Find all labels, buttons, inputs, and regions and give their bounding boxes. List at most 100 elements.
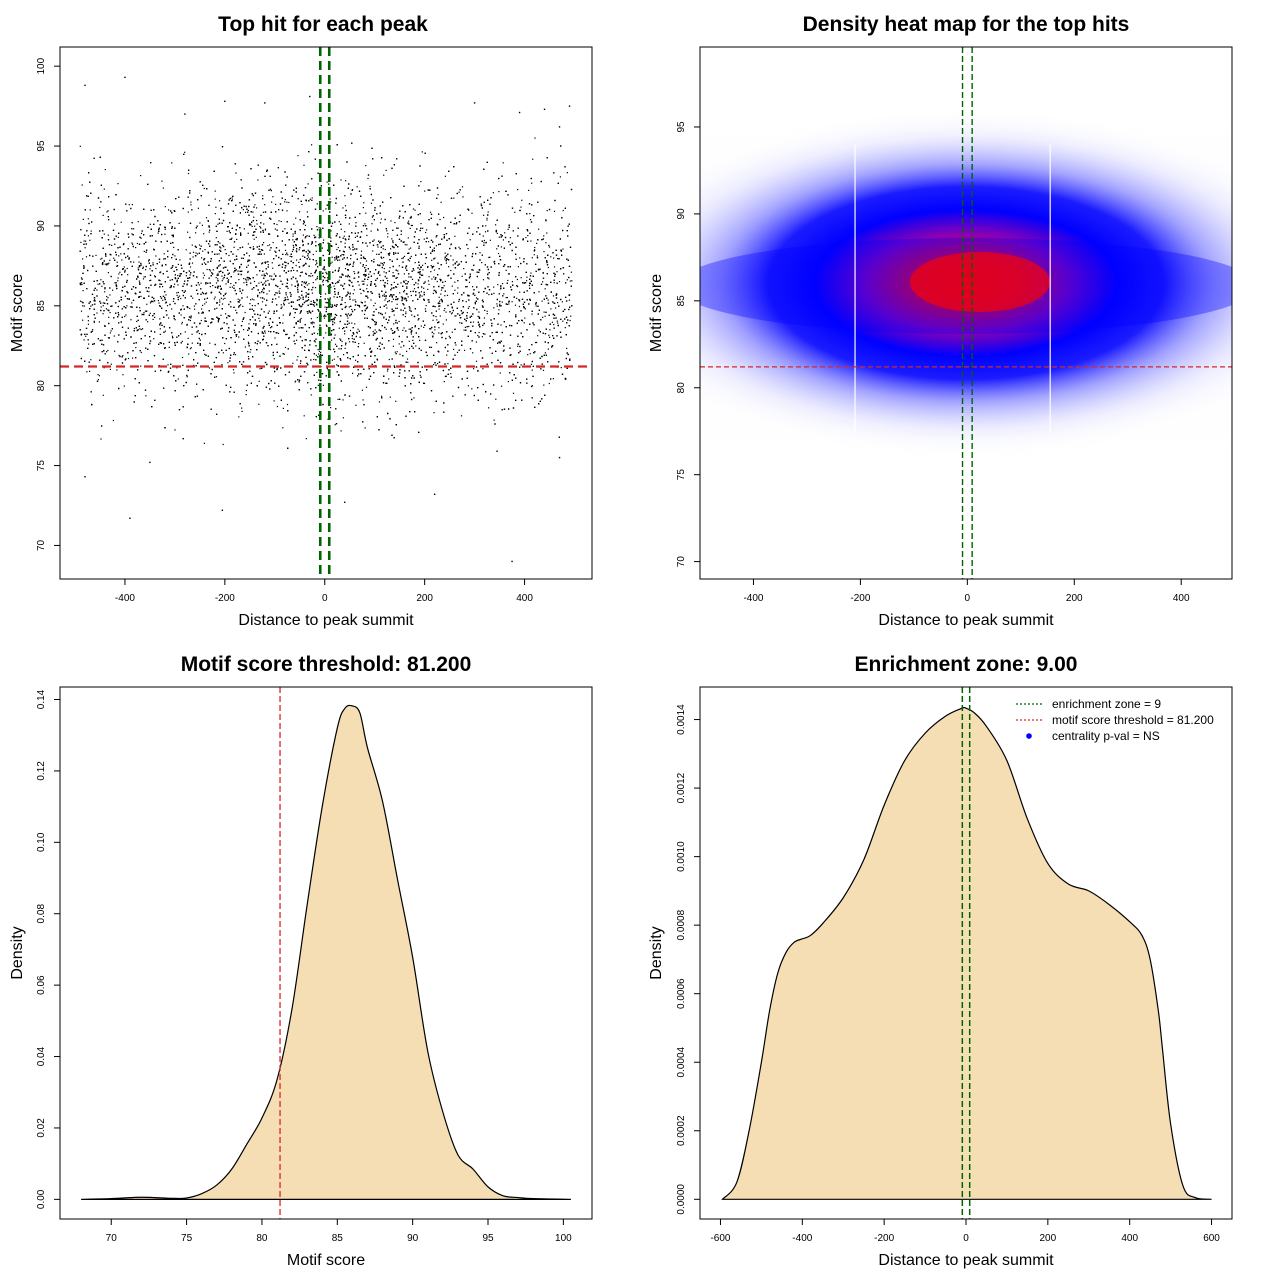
scatter-point bbox=[83, 240, 85, 242]
scatter-point bbox=[454, 289, 456, 291]
scatter-point bbox=[113, 335, 115, 337]
scatter-point bbox=[219, 301, 221, 303]
scatter-point bbox=[364, 427, 366, 429]
scatter-point bbox=[251, 305, 253, 307]
scatter-point bbox=[243, 329, 245, 331]
scatter-point bbox=[106, 263, 108, 265]
scatter-point bbox=[337, 291, 339, 293]
scatter-point bbox=[273, 273, 275, 275]
scatter-point bbox=[253, 299, 255, 301]
scatter-point bbox=[346, 314, 348, 316]
scatter-point bbox=[534, 246, 536, 249]
scatter-point bbox=[472, 321, 475, 323]
scatter-point bbox=[498, 191, 500, 193]
scatter-point bbox=[347, 313, 349, 315]
scatter-point bbox=[330, 315, 332, 317]
scatter-point bbox=[245, 279, 247, 281]
scatter-point bbox=[105, 253, 107, 255]
scatter-point bbox=[333, 285, 335, 287]
scatter-point bbox=[124, 269, 126, 271]
scatter-point bbox=[496, 248, 498, 250]
scatter-point bbox=[296, 280, 298, 282]
scatter-point bbox=[381, 395, 383, 397]
scatter-point bbox=[417, 283, 419, 285]
scatter-point bbox=[258, 317, 260, 319]
scatter-point bbox=[497, 284, 499, 286]
scatter-point bbox=[250, 349, 252, 351]
scatter-point bbox=[135, 347, 137, 349]
scatter-point bbox=[199, 339, 201, 341]
scatter-point bbox=[233, 246, 235, 248]
scatter-point bbox=[410, 294, 412, 297]
scatter-point bbox=[318, 353, 320, 355]
scatter-point bbox=[432, 249, 434, 251]
scatter-point bbox=[264, 228, 267, 230]
scatter-point bbox=[176, 367, 178, 369]
scatter-point bbox=[295, 264, 297, 267]
scatter-point bbox=[157, 300, 159, 302]
scatter-point bbox=[220, 297, 222, 299]
scatter-point bbox=[517, 266, 519, 268]
scatter-point bbox=[315, 250, 317, 252]
scatter-point bbox=[117, 280, 119, 282]
scatter-point bbox=[324, 306, 326, 308]
scatter-point bbox=[297, 356, 299, 358]
scatter-point bbox=[136, 242, 138, 245]
scatter-point bbox=[142, 328, 144, 330]
scatter-point bbox=[537, 335, 539, 337]
scatter-point bbox=[538, 329, 540, 331]
scatter-point bbox=[340, 430, 342, 432]
scatter-point bbox=[164, 330, 166, 332]
scatter-point bbox=[356, 331, 358, 333]
scatter-point bbox=[323, 317, 326, 319]
scatter-point bbox=[104, 325, 106, 327]
scatter-point bbox=[232, 369, 235, 371]
scatter-point bbox=[500, 286, 502, 288]
scatter-point bbox=[215, 206, 217, 208]
scatter-point bbox=[272, 267, 274, 269]
scatter-point bbox=[357, 328, 359, 330]
scatter-point bbox=[531, 257, 533, 259]
scatter-point bbox=[391, 329, 393, 332]
scatter-point bbox=[197, 207, 199, 209]
scatter-point bbox=[338, 281, 340, 283]
scatter-point bbox=[373, 305, 375, 307]
scatter-point bbox=[347, 317, 349, 319]
scatter-point bbox=[312, 253, 314, 256]
scatter-point bbox=[259, 368, 261, 370]
scatter-point bbox=[293, 269, 295, 271]
scatter-point bbox=[287, 254, 289, 256]
scatter-point bbox=[140, 328, 142, 331]
scatter-point bbox=[252, 211, 254, 213]
scatter-point bbox=[285, 261, 287, 264]
scatter-point bbox=[155, 267, 157, 270]
scatter-point bbox=[241, 407, 243, 409]
scatter-point bbox=[118, 354, 120, 356]
scatter-point bbox=[89, 239, 91, 241]
scatter-point bbox=[263, 253, 265, 255]
scatter-point bbox=[162, 299, 164, 301]
scatter-point bbox=[498, 309, 500, 311]
scatter-point bbox=[550, 256, 552, 258]
scatter-point bbox=[254, 305, 256, 307]
scatter-point bbox=[262, 211, 264, 213]
scatter-point bbox=[400, 282, 402, 284]
scatter-point bbox=[243, 228, 245, 230]
scatter-point bbox=[124, 315, 126, 318]
scatter-point bbox=[296, 339, 298, 341]
scatter-point bbox=[198, 244, 201, 246]
scatter-point bbox=[556, 320, 558, 322]
scatter-point bbox=[107, 337, 110, 339]
scatter-point bbox=[421, 151, 423, 153]
scatter-point bbox=[281, 306, 283, 308]
scatter-point bbox=[114, 243, 116, 245]
scatter-point bbox=[334, 424, 336, 426]
scatter-point bbox=[154, 316, 156, 318]
scatter-point bbox=[247, 341, 249, 343]
scatter-point bbox=[392, 242, 394, 244]
scatter-point bbox=[538, 228, 540, 230]
scatter-point bbox=[410, 247, 412, 249]
scatter-point bbox=[261, 301, 264, 303]
scatter-point bbox=[312, 282, 314, 284]
scatter-point bbox=[334, 322, 336, 324]
